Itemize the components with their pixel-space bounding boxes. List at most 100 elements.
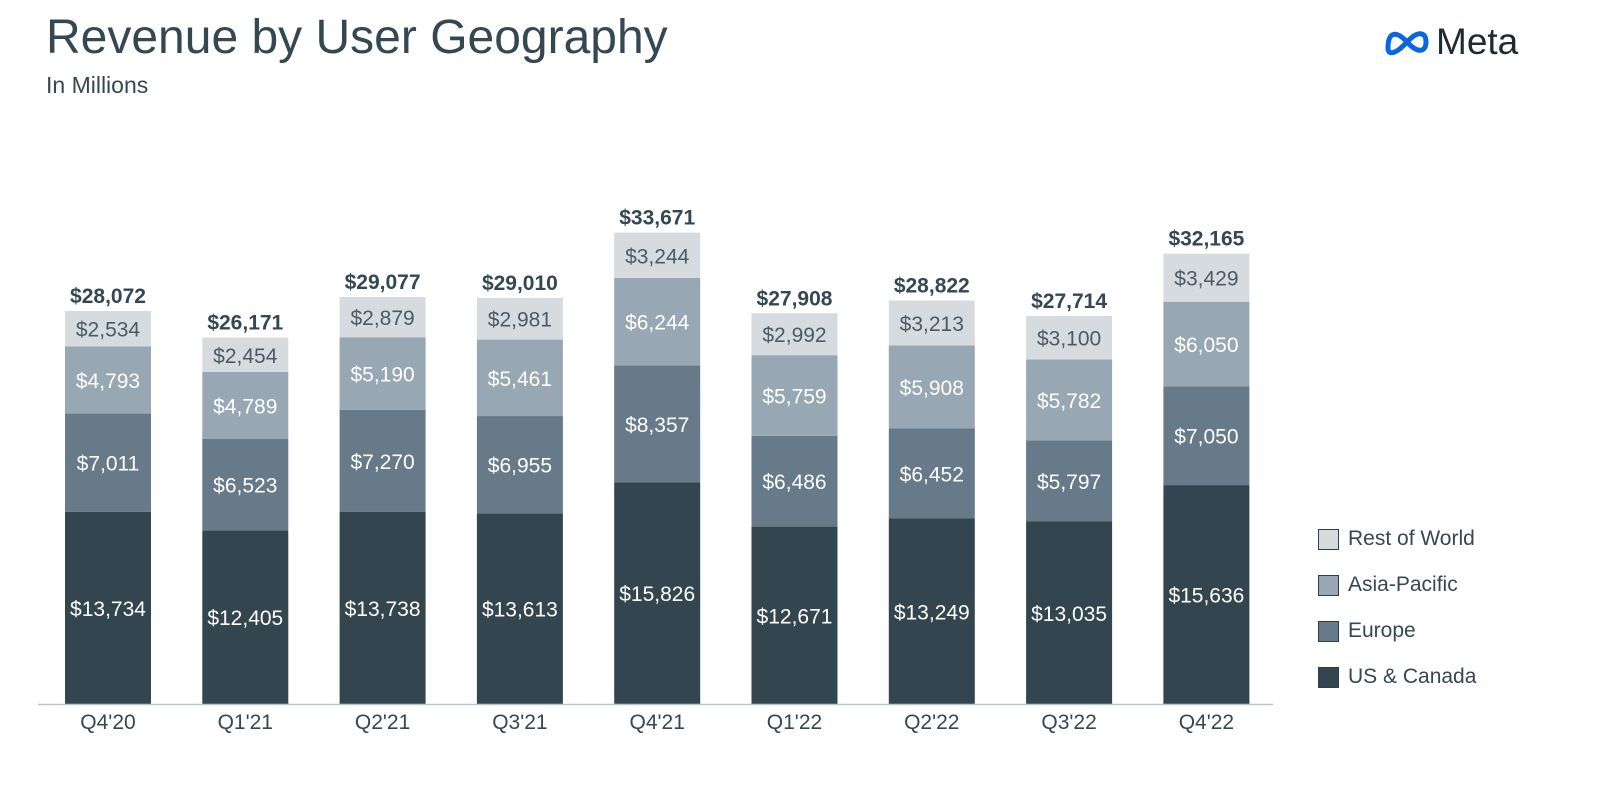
segment-label-asia-pacific: $5,908 xyxy=(900,377,964,400)
bar-segment-rest-of-world xyxy=(1026,316,1113,360)
chart-subtitle: In Millions xyxy=(46,72,149,98)
bar-segment-asia-pacific xyxy=(1163,301,1250,387)
x-tick-label: Q3'21 xyxy=(492,711,547,734)
bar-segment-europe xyxy=(751,435,838,527)
segment-label-rest-of-world: $2,981 xyxy=(488,309,552,332)
chart-title: Revenue by User Geography xyxy=(46,11,668,64)
legend-label-rest-of-world: Rest of World xyxy=(1348,527,1475,550)
bar-segment-rest-of-world xyxy=(476,297,563,340)
segment-label-rest-of-world: $3,244 xyxy=(625,245,690,268)
bar-segment-us-canada xyxy=(1026,521,1113,704)
total-label: $28,072 xyxy=(70,285,146,308)
segment-label-rest-of-world: $3,100 xyxy=(1037,328,1101,351)
legend-swatch-us-canada xyxy=(1318,667,1339,688)
segment-label-asia-pacific: $5,190 xyxy=(350,364,414,387)
segment-label-us-canada: $13,035 xyxy=(1031,603,1107,626)
segment-label-us-canada: $12,671 xyxy=(757,605,833,628)
segment-label-europe: $6,523 xyxy=(213,475,277,498)
bar-segment-asia-pacific xyxy=(614,278,701,366)
segment-label-rest-of-world: $2,534 xyxy=(76,319,141,342)
segment-label-us-canada: $13,613 xyxy=(482,599,558,622)
total-label: $27,908 xyxy=(757,287,833,310)
segment-label-europe: $6,955 xyxy=(488,455,552,478)
total-label: $33,671 xyxy=(619,207,695,230)
x-tick-label: Q1'22 xyxy=(767,711,822,734)
bar-segment-us-canada xyxy=(476,513,563,704)
legend-swatch-rest-of-world xyxy=(1318,529,1339,550)
bar-segment-asia-pacific xyxy=(476,339,563,417)
segment-label-europe: $7,270 xyxy=(350,451,414,474)
bar-segment-rest-of-world xyxy=(614,232,701,279)
bar-segment-rest-of-world xyxy=(65,310,151,347)
bar-segment-us-canada xyxy=(65,511,151,704)
x-tick-label: Q1'21 xyxy=(218,711,273,734)
bar-segment-asia-pacific xyxy=(751,355,838,436)
segment-label-us-canada: $13,734 xyxy=(70,598,146,621)
x-tick-label: Q4'21 xyxy=(630,711,685,734)
bar-segment-rest-of-world xyxy=(888,300,975,346)
bar-segment-europe xyxy=(339,409,426,512)
segment-label-us-canada: $13,249 xyxy=(894,601,970,624)
total-label: $29,010 xyxy=(482,272,558,295)
bar-segment-europe xyxy=(888,428,975,519)
segment-label-rest-of-world: $2,992 xyxy=(762,324,826,347)
total-label: $29,077 xyxy=(345,271,421,294)
x-tick-label: Q2'22 xyxy=(904,711,959,734)
segment-label-asia-pacific: $5,782 xyxy=(1037,390,1101,413)
legend-label-europe: Europe xyxy=(1348,619,1416,642)
bar-segment-us-canada xyxy=(202,530,289,704)
x-tick-label: Q4'22 xyxy=(1179,711,1234,734)
x-tick-label: Q3'22 xyxy=(1041,711,1096,734)
bar-segment-rest-of-world xyxy=(339,296,426,338)
segment-label-europe: $6,486 xyxy=(762,471,826,494)
total-label: $27,714 xyxy=(1031,290,1107,313)
segment-label-europe: $7,011 xyxy=(77,453,140,476)
bar-segment-asia-pacific xyxy=(202,371,289,440)
bar-segment-europe xyxy=(1163,386,1250,486)
bar-segment-europe xyxy=(202,439,289,531)
legend-label-us-canada: US & Canada xyxy=(1348,665,1477,688)
segment-label-us-canada: $15,636 xyxy=(1168,585,1244,608)
bar-segment-europe xyxy=(476,416,563,514)
bar-segment-europe xyxy=(1026,440,1113,522)
bar-segment-asia-pacific xyxy=(1026,359,1113,441)
segment-label-us-canada: $12,405 xyxy=(207,607,283,630)
segment-label-asia-pacific: $6,244 xyxy=(625,312,690,335)
segment-label-europe: $6,452 xyxy=(900,463,964,486)
bar-segment-rest-of-world xyxy=(202,337,289,372)
segment-label-europe: $8,357 xyxy=(625,414,689,437)
bar-segment-europe xyxy=(65,413,151,512)
segment-label-europe: $7,050 xyxy=(1174,426,1238,449)
legend-swatch-europe xyxy=(1318,621,1339,642)
x-tick-label: Q2'21 xyxy=(355,711,410,734)
segment-label-europe: $5,797 xyxy=(1037,471,1101,494)
bar-segment-us-canada xyxy=(888,518,975,704)
segment-label-rest-of-world: $2,454 xyxy=(213,345,278,368)
bar-segment-rest-of-world xyxy=(1163,253,1250,302)
bar-segment-asia-pacific xyxy=(339,337,426,410)
bar-segment-us-canada xyxy=(1163,485,1250,704)
segment-label-asia-pacific: $6,050 xyxy=(1174,334,1238,357)
bar-segment-asia-pacific xyxy=(65,346,151,414)
total-label: $32,165 xyxy=(1168,228,1244,251)
legend-swatch-asia-pacific xyxy=(1318,575,1339,596)
segment-label-us-canada: $13,738 xyxy=(345,598,421,621)
bar-segment-rest-of-world xyxy=(751,313,838,356)
segment-label-asia-pacific: $4,789 xyxy=(213,395,277,418)
total-label: $28,822 xyxy=(894,274,970,297)
legend-label-asia-pacific: Asia-Pacific xyxy=(1348,573,1458,596)
segment-label-asia-pacific: $5,461 xyxy=(488,368,552,391)
meta-infinity-icon xyxy=(1385,31,1429,56)
meta-wordmark: Meta xyxy=(1436,21,1519,62)
segment-label-asia-pacific: $5,759 xyxy=(762,385,826,408)
segment-label-rest-of-world: $2,879 xyxy=(350,307,414,330)
segment-label-rest-of-world: $3,213 xyxy=(900,313,964,336)
bar-segment-europe xyxy=(614,365,701,483)
segment-label-asia-pacific: $4,793 xyxy=(76,370,140,393)
bar-segment-asia-pacific xyxy=(888,345,975,429)
x-tick-label: Q4'20 xyxy=(80,711,135,734)
total-label: $26,171 xyxy=(207,312,283,335)
meta-logo: Meta xyxy=(1384,22,1518,62)
bar-segment-us-canada xyxy=(751,526,838,704)
